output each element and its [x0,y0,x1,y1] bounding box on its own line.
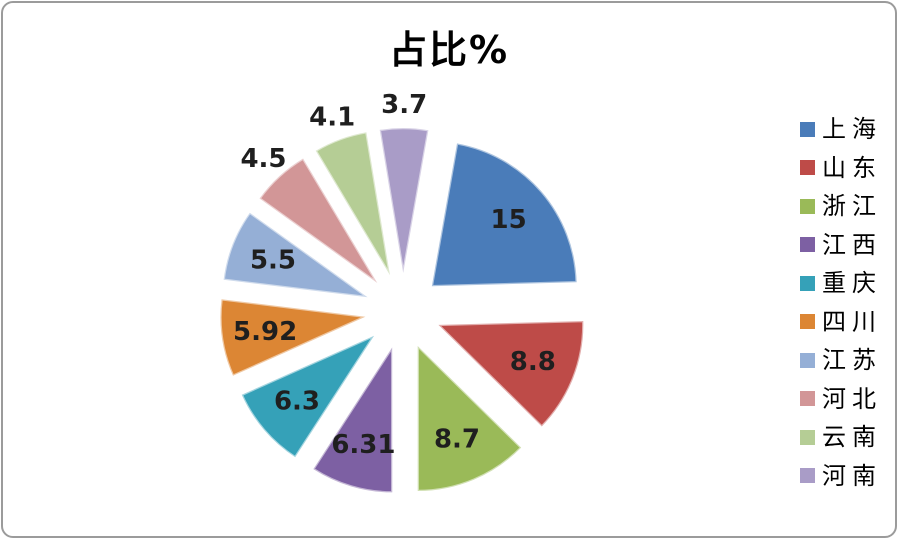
legend-swatch-icon [800,160,815,175]
legend-swatch-icon [800,237,815,252]
legend-item-2[interactable]: 山东 [800,154,900,182]
legend-item-6[interactable]: 四川 [800,308,900,336]
pie-slice-1[interactable] [430,142,578,288]
legend-swatch-icon [800,429,815,445]
pie-slice-10[interactable] [378,126,430,275]
legend-swatch-icon [800,198,815,214]
legend-label: 江西 [822,230,882,259]
legend-label: 山东 [822,153,882,182]
data-label-7: 5.5 [250,245,296,275]
chart-title: 占比% [388,28,510,72]
pie-slice-8[interactable] [258,157,379,285]
legend-item-9[interactable]: 云南 [800,423,900,451]
legend-item-5[interactable]: 重庆 [800,269,900,297]
pie-slice-3[interactable] [416,344,523,493]
pie-slice-6[interactable] [219,297,367,378]
pie-slice-9[interactable] [314,130,392,277]
data-label-2: 8.8 [510,347,556,377]
legend: 上海山东浙江江西重庆四川江苏河北云南河南 [800,115,900,500]
legend-item-7[interactable]: 江苏 [800,346,900,374]
pie-slice-2[interactable] [437,319,585,428]
legend-label: 四川 [822,307,882,336]
legend-swatch-icon [800,391,815,406]
legend-label: 上海 [822,115,882,143]
legend-item-4[interactable]: 江西 [800,231,900,259]
legend-item-10[interactable]: 河南 [800,462,900,490]
data-label-1: 15 [491,205,527,235]
data-label-8: 4.5 [240,144,286,174]
legend-item-3[interactable]: 浙江 [800,192,900,220]
legend-swatch-icon [800,468,815,483]
legend-swatch-icon [800,121,815,137]
legend-item-1[interactable]: 上海 [800,115,900,143]
legend-label: 江苏 [822,346,882,374]
legend-label: 河南 [822,461,882,490]
legend-label: 浙江 [822,192,882,220]
legend-swatch-icon [800,275,815,291]
pie-slice-7[interactable] [222,211,369,299]
data-label-10: 3.7 [381,90,427,120]
data-label-9: 4.1 [309,102,355,132]
pie-slice-4[interactable] [312,346,394,494]
data-label-5: 6.3 [274,387,320,417]
legend-label: 河北 [822,384,882,413]
legend-label: 重庆 [822,269,882,297]
pie-slice-5[interactable] [240,334,376,459]
legend-label: 云南 [822,423,882,451]
legend-item-8[interactable]: 河北 [800,385,900,413]
legend-swatch-icon [800,352,815,368]
pie-chart-plot-area: 15 8.8 8.7 6.31 6.3 5.92 5.5 4.5 4.1 3.7 [219,90,585,494]
data-label-4: 6.31 [331,430,395,460]
data-label-3: 8.7 [434,425,480,455]
legend-swatch-icon [800,314,815,329]
data-label-6: 5.92 [233,317,297,347]
